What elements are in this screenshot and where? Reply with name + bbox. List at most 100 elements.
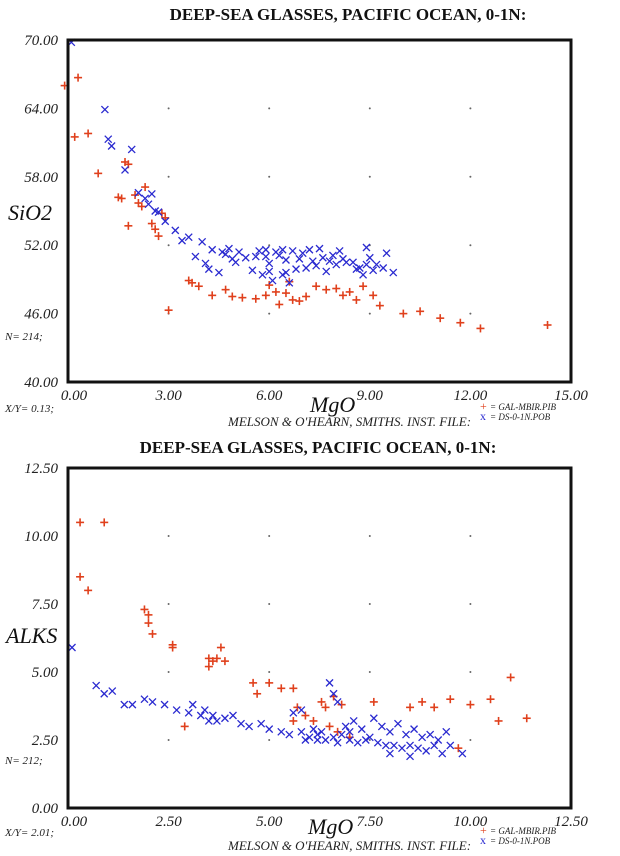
cross-marker xyxy=(328,251,337,260)
marker-stroke xyxy=(345,727,354,736)
marker-stroke xyxy=(127,145,136,154)
grid-dot xyxy=(469,107,472,110)
cross-marker xyxy=(212,717,221,725)
marker-stroke xyxy=(271,248,280,256)
cross-marker xyxy=(172,706,181,715)
cross-marker xyxy=(265,259,274,268)
marker-stroke xyxy=(341,722,350,731)
marker-stroke xyxy=(402,730,410,739)
cross-marker xyxy=(107,142,116,150)
legend-cross-label: = DS-0-1N.POB xyxy=(490,412,551,422)
x-tick-label: 2.50 xyxy=(155,814,182,830)
grid-dot xyxy=(469,312,472,315)
marker-stroke xyxy=(255,246,264,255)
cross-marker xyxy=(261,252,270,261)
plus-marker xyxy=(76,518,85,527)
cross-marker xyxy=(261,245,270,254)
marker-stroke xyxy=(204,265,213,274)
cross-marker xyxy=(342,258,351,267)
grid-dot xyxy=(368,175,371,178)
plus-marker xyxy=(277,684,286,693)
cross-marker xyxy=(312,261,321,270)
plus-marker xyxy=(486,695,495,704)
cross-marker xyxy=(204,717,213,725)
marker-stroke xyxy=(369,714,378,723)
marker-stroke xyxy=(248,266,257,275)
y-tick-label: 5.00 xyxy=(32,665,59,681)
cross-marker xyxy=(322,267,331,276)
cross-marker xyxy=(325,678,334,687)
plus-marker xyxy=(476,324,485,333)
plus-marker xyxy=(204,662,213,671)
marker-stroke xyxy=(258,270,267,279)
plus-marker xyxy=(406,703,415,712)
cross-marker xyxy=(410,725,419,734)
plus-marker xyxy=(275,300,284,309)
marker-stroke xyxy=(335,246,344,255)
legend-cross-label: = DS-0-1N.POB xyxy=(490,836,551,846)
cross-marker xyxy=(385,727,394,736)
cross-marker xyxy=(198,237,207,246)
cross-marker xyxy=(282,256,290,264)
x-tick-label: 0.00 xyxy=(61,388,88,404)
cross-marker xyxy=(389,268,398,277)
grid-dot xyxy=(268,312,271,315)
plus-marker xyxy=(204,654,213,663)
cross-marker xyxy=(369,266,378,275)
cross-marker xyxy=(446,741,455,750)
cross-marker xyxy=(121,166,129,174)
plus-marker xyxy=(522,714,531,723)
cross-marker xyxy=(127,145,136,154)
cross-marker xyxy=(147,189,156,198)
marker-stroke xyxy=(241,253,250,262)
marker-stroke xyxy=(297,706,306,715)
cross-marker xyxy=(302,264,311,272)
marker-stroke xyxy=(458,749,467,758)
plus-marker xyxy=(238,293,247,302)
marker-stroke xyxy=(201,259,210,268)
marker-stroke xyxy=(225,244,233,253)
plus-marker xyxy=(265,678,274,687)
cross-marker xyxy=(359,270,368,279)
cross-marker xyxy=(369,714,378,723)
plus-marker xyxy=(345,287,354,296)
marker-stroke xyxy=(322,267,331,276)
plus-marker xyxy=(137,202,146,211)
cross-marker xyxy=(128,700,137,709)
marker-stroke xyxy=(446,741,455,750)
marker-stroke xyxy=(288,246,297,255)
cross-marker xyxy=(92,681,101,690)
plus-marker xyxy=(321,703,330,712)
plus-marker xyxy=(338,291,347,300)
marker-stroke xyxy=(381,741,390,750)
cross-marker xyxy=(278,245,287,254)
cross-marker xyxy=(333,738,342,747)
x-tick-label: 12.50 xyxy=(554,814,588,830)
cross-marker xyxy=(337,730,346,739)
y-tick-labels: 40.00 46.00 52.00 58.00 64.00 70.00 xyxy=(24,33,58,391)
plus-marker xyxy=(312,282,321,291)
plus-marker xyxy=(261,291,270,300)
y-tick-label: 0.00 xyxy=(32,801,59,817)
plus-marker xyxy=(289,684,298,693)
plus-marker xyxy=(322,285,331,294)
marker-stroke xyxy=(265,267,274,276)
plus-marker xyxy=(221,285,230,294)
marker-stroke xyxy=(289,708,298,717)
plus-marker xyxy=(180,722,189,731)
cross-marker xyxy=(315,244,324,253)
source-label: MELSON & O'HEARN, SMITHS. INST. FILE: xyxy=(227,414,471,429)
plus-marker xyxy=(76,572,85,581)
cross-marker xyxy=(255,246,264,255)
cross-marker xyxy=(402,730,410,739)
cross-marker xyxy=(362,243,371,252)
cross-marker xyxy=(191,252,200,261)
plus-marker xyxy=(154,232,163,241)
plus-marker xyxy=(375,301,384,310)
x-tick-label: 10.00 xyxy=(454,814,488,830)
cross-marker xyxy=(321,736,330,744)
plus-marker xyxy=(446,695,455,704)
cross-marker xyxy=(171,226,180,235)
plus-marker xyxy=(281,289,290,298)
plus-marker xyxy=(543,321,552,329)
